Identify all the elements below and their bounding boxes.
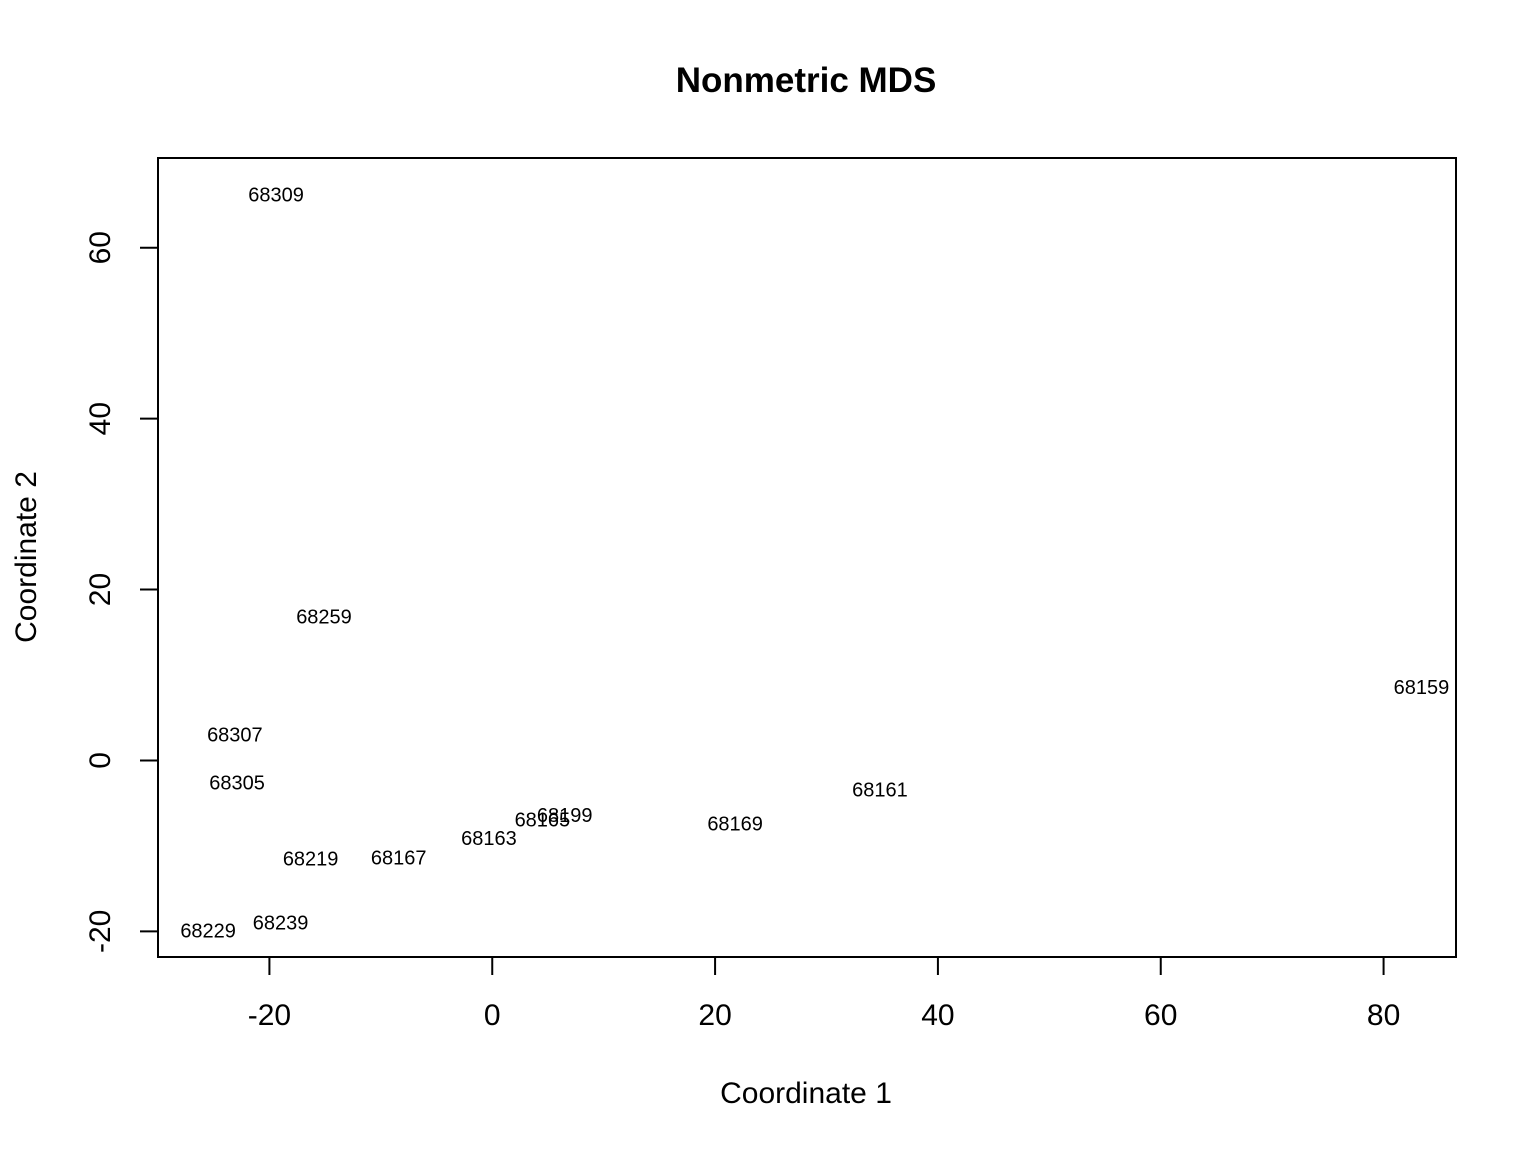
y-tick-label: 40 xyxy=(84,402,117,435)
point-label-68163: 68163 xyxy=(461,828,517,850)
x-tick-label: -20 xyxy=(248,999,291,1032)
point-label-68307: 68307 xyxy=(207,725,263,747)
point-label-68309: 68309 xyxy=(248,185,304,207)
x-tick-label: 0 xyxy=(484,999,501,1032)
x-tick-label: 80 xyxy=(1367,999,1400,1032)
x-tick-label: 20 xyxy=(698,999,731,1032)
point-label-68305: 68305 xyxy=(209,773,265,795)
y-tick-label: 20 xyxy=(84,573,117,606)
point-label-68259: 68259 xyxy=(296,607,352,629)
data-points: 68309 68259 68159 68307 68305 68161 6819968165… xyxy=(180,185,1449,943)
x-tick-label: 60 xyxy=(1144,999,1177,1032)
point-label-68159: 68159 xyxy=(1394,677,1450,699)
point-label-68239: 68239 xyxy=(253,913,309,935)
point-label-68169: 68169 xyxy=(707,814,763,836)
x-tick-label: 40 xyxy=(921,999,954,1032)
x-axis: -20 0 20 40 60 80 xyxy=(248,957,1400,1032)
y-axis-label: Coordinate 2 xyxy=(10,471,43,643)
x-axis-label: Coordinate 1 xyxy=(720,1077,892,1110)
y-tick-label: 60 xyxy=(84,231,117,264)
plot-frame xyxy=(157,157,1457,958)
y-tick-label: -20 xyxy=(84,910,117,953)
point-label-68165: 68165 xyxy=(515,809,571,831)
point-label-68161: 68161 xyxy=(852,779,908,801)
point-label-68229: 68229 xyxy=(180,920,236,942)
y-tick-label: 0 xyxy=(84,752,117,769)
point-label-68167: 68167 xyxy=(371,848,427,870)
point-label-68219: 68219 xyxy=(283,849,339,871)
y-axis: -20 0 20 40 60 xyxy=(84,231,158,953)
point-label-68199: 68199 xyxy=(537,805,593,827)
chart-title: Nonmetric MDS xyxy=(676,61,937,100)
